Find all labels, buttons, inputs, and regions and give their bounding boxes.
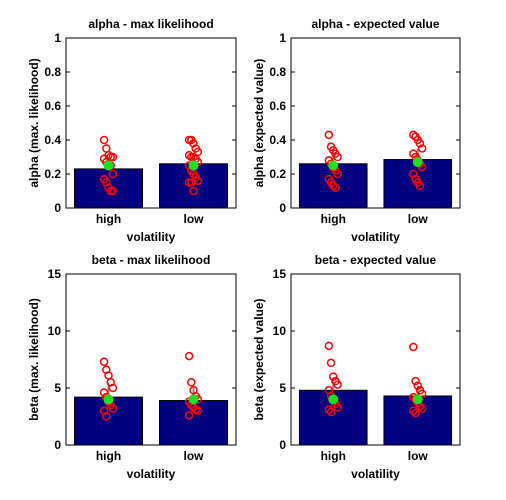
x-tick-label: low	[184, 212, 205, 226]
x-tick-label: high	[321, 212, 346, 226]
data-point	[326, 407, 336, 417]
x-tick-label: low	[408, 212, 429, 226]
data-point	[187, 378, 196, 387]
y-axis-label: beta (expected value)	[252, 298, 266, 420]
chart-panel-1: 0 0.2 0.4 0.6 0.8 1 high low alpha - max likelih…	[27, 17, 237, 244]
data-point	[189, 139, 198, 148]
data-point	[333, 152, 342, 162]
y-tick-label: 15	[273, 267, 287, 281]
y-axis-label: alpha (max. likelihood)	[27, 58, 41, 187]
y-tick-label: 0	[54, 201, 61, 215]
data-point	[108, 186, 118, 196]
x-tick-label: low	[184, 449, 205, 463]
data-point	[333, 380, 342, 389]
data-point	[409, 342, 418, 352]
data-point	[108, 404, 118, 413]
chart-title: alpha - max likelihood	[88, 17, 213, 31]
data-point	[415, 181, 425, 191]
chart-panel-2: 0 0.2 0.4 0.6 0.8 1 high low alpha - expected va…	[252, 17, 461, 244]
y-tick-label: 0	[279, 438, 286, 452]
x-tick-label: high	[96, 212, 121, 226]
y-tick-label: 1	[279, 31, 286, 45]
data-point	[184, 151, 194, 160]
y-tick-label: 0.2	[269, 167, 286, 181]
y-tick-label: 0.6	[44, 99, 61, 113]
data-point	[324, 405, 334, 414]
data-point	[99, 388, 109, 397]
data-point	[187, 178, 196, 187]
data-point	[324, 341, 334, 351]
data-point	[99, 135, 109, 145]
median-marker-low	[188, 160, 199, 171]
chart-title: beta - max likelihood	[92, 253, 211, 267]
data-point	[324, 130, 334, 140]
y-tick-label: 0.4	[44, 133, 61, 147]
x-axis-label: volatility	[127, 230, 176, 244]
y-tick-label: 0.2	[44, 167, 61, 181]
data-point	[329, 372, 338, 381]
y-tick-label: 15	[48, 267, 62, 281]
data-point	[417, 404, 427, 413]
data-point	[329, 181, 338, 191]
data-point	[184, 411, 194, 420]
chart-title: alpha - expected value	[311, 17, 439, 31]
data-point	[415, 139, 425, 148]
data-point	[189, 186, 198, 196]
y-tick-label: 0.8	[44, 65, 61, 79]
x-axis-label: volatility	[351, 467, 400, 481]
data-point	[108, 152, 118, 162]
y-tick-label: 5	[54, 381, 61, 395]
y-tick-label: 0	[279, 201, 286, 215]
y-tick-label: 10	[48, 324, 62, 338]
median-marker-low	[412, 394, 423, 405]
x-tick-label: low	[408, 449, 429, 463]
data-point	[409, 130, 418, 140]
y-tick-label: 5	[279, 381, 286, 395]
median-marker-high	[328, 160, 339, 171]
y-tick-label: 0	[54, 438, 61, 452]
data-point	[411, 376, 420, 386]
data-point	[102, 412, 111, 421]
median-marker-high	[103, 394, 114, 405]
data-point	[411, 408, 420, 418]
data-point	[102, 178, 111, 187]
y-tick-label: 0.8	[269, 65, 286, 79]
data-point	[417, 144, 427, 153]
median-marker-low	[188, 394, 199, 405]
median-marker-low	[412, 157, 423, 168]
chart-title: beta - expected value	[315, 253, 437, 267]
median-marker-high	[328, 394, 339, 405]
data-point	[333, 403, 342, 412]
data-point	[326, 358, 336, 368]
x-axis-label: volatility	[127, 467, 176, 481]
y-tick-label: 1	[54, 31, 61, 45]
y-tick-label: 0.6	[269, 99, 286, 113]
chart-panel-3: 0 5 10 15 high low beta - max likelihood volati…	[27, 253, 237, 481]
x-axis-label: volatility	[351, 230, 400, 244]
data-point	[409, 169, 418, 179]
data-point	[413, 381, 422, 390]
data-point	[193, 406, 203, 416]
x-tick-label: high	[96, 449, 121, 463]
data-point	[331, 183, 340, 192]
data-point	[409, 406, 418, 416]
data-point	[108, 383, 118, 393]
data-point	[333, 169, 342, 179]
y-tick-label: 10	[273, 324, 287, 338]
data-point	[108, 169, 118, 179]
median-marker-high	[103, 160, 114, 171]
y-tick-label: 0.4	[269, 133, 286, 147]
y-axis-label: beta (max. likelihood)	[27, 298, 41, 421]
y-axis-label: alpha (expected value)	[252, 59, 266, 188]
data-point	[184, 351, 194, 361]
chart-panel-4: 0 5 10 15 high low beta - expected value volati…	[252, 253, 461, 481]
x-tick-label: high	[321, 449, 346, 463]
data-point	[99, 357, 109, 367]
